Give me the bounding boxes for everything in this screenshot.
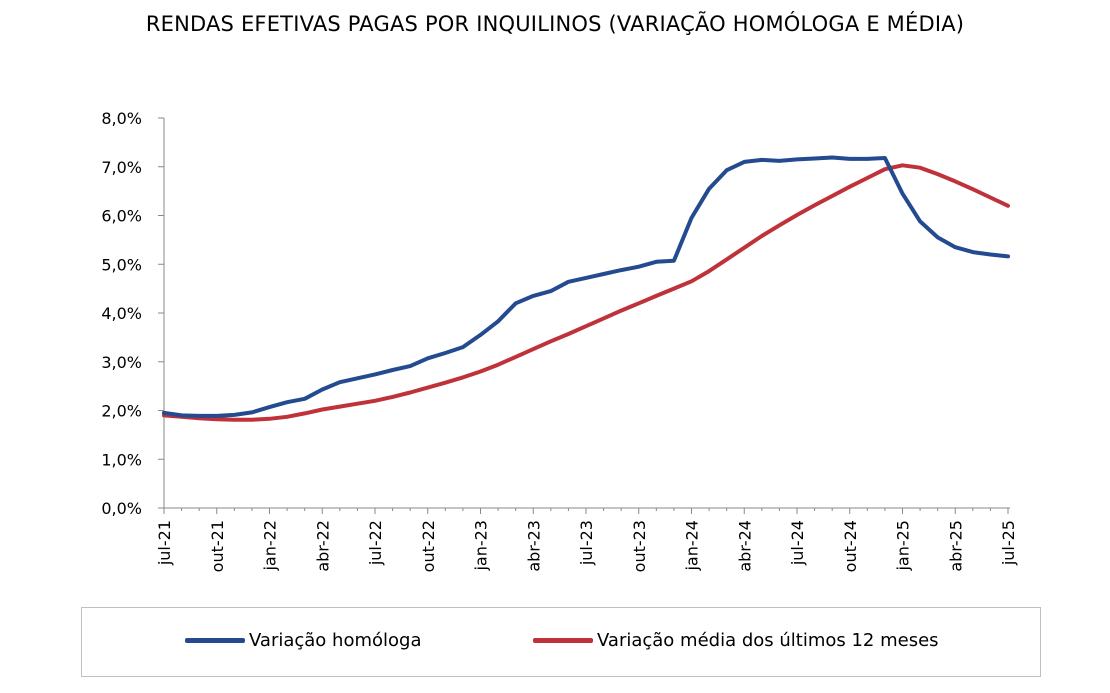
y-tick-label: 8,0% bbox=[101, 109, 142, 128]
y-tick-label: 5,0% bbox=[101, 255, 142, 274]
x-tick-label: out-24 bbox=[841, 520, 860, 572]
chart-axes bbox=[163, 118, 1010, 509]
chart-lines bbox=[162, 155, 1010, 422]
y-tick-label: 1,0% bbox=[101, 450, 142, 469]
y-tick-label: 7,0% bbox=[101, 158, 142, 177]
chart-title: RENDAS EFETIVAS PAGAS POR INQUILINOS (VA… bbox=[145, 12, 965, 36]
x-tick-label: jan-23 bbox=[472, 520, 491, 572]
x-tick-label: jul-25 bbox=[999, 520, 1018, 566]
legend-label-series-1: Variação homóloga bbox=[249, 630, 422, 651]
line-chart: 0,0% 1,0% 2,0% 3,0% 4,0% 5,0% 6,0% 7,0% 8,0% jul… bbox=[101, 109, 1018, 572]
y-tick-label: 4,0% bbox=[101, 304, 142, 323]
x-tick-label: out-23 bbox=[630, 520, 649, 572]
x-tick-label: jul-22 bbox=[366, 520, 385, 566]
legend-swatch-series-2 bbox=[533, 638, 593, 643]
y-axis-ticks: 0,0% 1,0% 2,0% 3,0% 4,0% 5,0% 6,0% 7,0% 8,0% bbox=[101, 109, 164, 518]
legend-label-series-2: Variação média dos últimos 12 meses bbox=[597, 630, 939, 651]
x-tick-label: abr-24 bbox=[735, 520, 754, 572]
x-tick-label: jan-24 bbox=[683, 520, 702, 572]
series-line-2 bbox=[162, 163, 1010, 422]
x-tick-label: jan-25 bbox=[894, 520, 913, 572]
legend-item-series-1: Variação homóloga bbox=[185, 630, 421, 651]
x-tick-label: abr-23 bbox=[524, 520, 543, 572]
x-tick-label: jul-21 bbox=[155, 520, 174, 566]
x-tick-label: jul-23 bbox=[577, 520, 596, 566]
series-line-1 bbox=[162, 155, 1010, 418]
y-tick-label: 6,0% bbox=[101, 207, 142, 226]
x-tick-label: jul-24 bbox=[788, 520, 807, 566]
x-tick-label: out-22 bbox=[419, 520, 438, 572]
x-tick-label: abr-25 bbox=[946, 520, 965, 572]
y-tick-label: 2,0% bbox=[101, 402, 142, 421]
chart-legend: Variação homóloga Variação média dos últ… bbox=[81, 607, 1041, 677]
x-tick-label: out-21 bbox=[208, 520, 227, 572]
legend-item-series-2: Variação média dos últimos 12 meses bbox=[533, 630, 939, 651]
y-tick-label: 3,0% bbox=[101, 353, 142, 372]
x-tick-label: jan-22 bbox=[261, 520, 280, 572]
legend-swatch-series-1 bbox=[185, 638, 245, 643]
x-axis-ticks: jul-21 out-21 jan-22 abr-22 jul-22 out-22 jan-… bbox=[155, 508, 1018, 572]
y-tick-label: 0,0% bbox=[101, 499, 142, 518]
x-tick-label: abr-22 bbox=[313, 520, 332, 572]
